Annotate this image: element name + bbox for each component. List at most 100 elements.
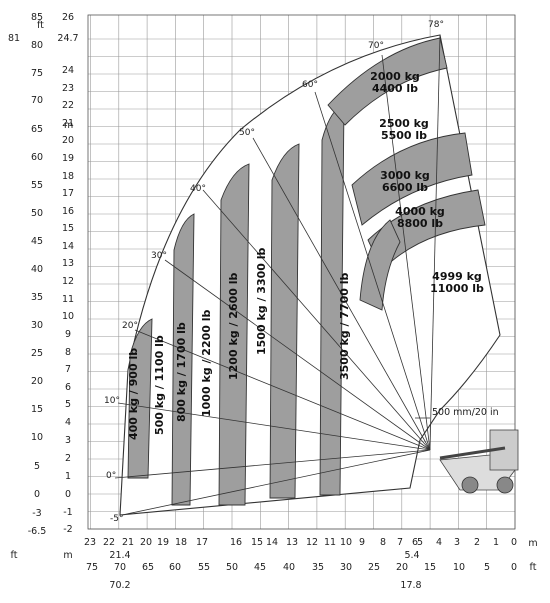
y-ft-tick: 85: [31, 12, 43, 23]
x-m-tick: 6: [412, 537, 418, 548]
x-m-tick: 21: [122, 537, 134, 548]
angle-label: 40°: [190, 184, 206, 194]
angle-label: 78°: [428, 20, 444, 30]
x-m-tick: 23: [84, 537, 96, 548]
unit-ft-left: ft: [37, 20, 44, 31]
machine-boom: [439, 446, 506, 460]
y-ft-tick: 5: [34, 461, 40, 472]
angle-label: 10°: [104, 396, 120, 406]
angle-ray: [202, 189, 431, 451]
load-band: [171, 213, 195, 506]
angle-ray: [121, 449, 431, 516]
zone-label: 2500 kg: [379, 117, 429, 130]
x-ft-tick: 50: [226, 562, 238, 573]
y-ft-tick: -6.5: [28, 526, 47, 537]
x-m-tick: 15: [251, 537, 263, 548]
x-ft-tick: 20: [396, 562, 408, 573]
x-ft-tick: 40: [283, 562, 295, 573]
x-m-tick: 13: [286, 537, 298, 548]
load-band: [327, 37, 448, 126]
x-m-tick: 21.4: [109, 550, 130, 561]
x-ft-tick: 70: [114, 562, 126, 573]
zone-label: 400 kg / 900 lb: [127, 348, 140, 440]
unit-ft-bottom-right: ft: [530, 562, 537, 573]
y-m-tick: 1: [65, 471, 71, 482]
angle-ray: [134, 329, 431, 451]
y-ft-tick: 55: [31, 180, 43, 191]
y-m-tick: 22: [62, 100, 74, 111]
angle-ray: [164, 259, 431, 451]
x-ft-tick: 65: [142, 562, 154, 573]
y-m-tick: 2: [65, 453, 71, 464]
zone-label: 3500 kg / 7700 lb: [338, 272, 351, 380]
load-band: [367, 189, 486, 271]
y-m-tick: 21: [62, 118, 74, 129]
angle-ray: [381, 54, 431, 451]
y-m-tick: 3: [65, 435, 71, 446]
y-m-tick: -2: [63, 524, 72, 535]
load-band: [127, 318, 153, 479]
y-m-tick: 6: [65, 382, 71, 393]
y-ft-tick: 81: [8, 33, 20, 44]
x-m-tick: 11: [324, 537, 336, 548]
machine-wheel: [496, 476, 514, 494]
load-bands: [119, 34, 501, 516]
annotation-label: 500 mm/20 in: [432, 407, 499, 418]
y-ft-tick: 75: [31, 68, 43, 79]
y-m-tick: 19: [62, 153, 74, 164]
x-m-tick: 16: [230, 537, 242, 548]
zone-label: 2000 kg: [370, 70, 420, 83]
zone-label: 1000 kg / 2200 lb: [200, 309, 213, 417]
y-ft-tick: 50: [31, 208, 43, 219]
zone-label: 8800 lb: [397, 217, 443, 230]
zone-label: 4999 kg: [432, 270, 482, 283]
y-m-tick: 4: [65, 417, 71, 428]
y-m-tick: 16: [62, 206, 74, 217]
y-m-tick: 17: [62, 188, 74, 199]
zone-labels: 400 kg / 900 lb 500 kg / 1100 lb 800 kg / …: [127, 70, 484, 440]
y-m-tick: 18: [62, 171, 74, 182]
y-ft-tick: -3: [32, 508, 41, 519]
x-ft-tick: 10: [453, 562, 465, 573]
zone-label: 5500 lb: [381, 129, 427, 142]
unit-ft-bottom-left: ft: [11, 550, 18, 561]
x-ft-tick: 30: [340, 562, 352, 573]
angle-ray: [429, 34, 441, 451]
x-m-tick: 20: [140, 537, 152, 548]
x-m-tick: 0: [511, 537, 517, 548]
x-ft-tick: 60: [169, 562, 181, 573]
x-m-tick: 14: [266, 537, 278, 548]
x-ft-tick: 55: [198, 562, 210, 573]
x-m-tick: 7: [397, 537, 403, 548]
y-m-tick: 7: [65, 364, 71, 375]
zone-label: 1200 kg / 2600 lb: [227, 272, 240, 380]
unit-m-left: m: [64, 120, 73, 131]
x-m-tick: 4: [436, 537, 442, 548]
y-ft-tick: 70: [31, 95, 43, 106]
x-m-tick: 22: [103, 537, 115, 548]
x-m-tick: 1: [493, 537, 499, 548]
x-m-tick: 19: [157, 537, 169, 548]
angle-label: 0°: [106, 471, 116, 481]
x-m-tick: 8: [380, 537, 386, 548]
angle-label: 30°: [151, 251, 167, 261]
angle-label: 70°: [368, 41, 384, 51]
axis-labels: 858180757065605550454035302520151050-3-6…: [8, 12, 538, 591]
unit-m-bottom-right: m: [528, 538, 537, 549]
y-ft-tick: 65: [31, 124, 43, 135]
y-m-tick: 24: [62, 65, 74, 76]
angle-ray: [314, 91, 431, 451]
y-m-tick: 14: [62, 241, 74, 252]
zone-label: 1500 kg / 3300 lb: [255, 247, 268, 355]
x-m-tick: 10: [340, 537, 352, 548]
x-ft-tick: 25: [368, 562, 380, 573]
load-band: [269, 143, 300, 499]
load-band: [351, 132, 473, 226]
y-ft-tick: 80: [31, 40, 43, 51]
y-m-tick: 26: [62, 12, 74, 23]
zone-label: 6600 lb: [382, 181, 428, 194]
zone-label: 500 kg / 1100 lb: [153, 335, 166, 435]
x-ft-tick: 75: [86, 562, 98, 573]
machine-wheel: [461, 476, 479, 494]
